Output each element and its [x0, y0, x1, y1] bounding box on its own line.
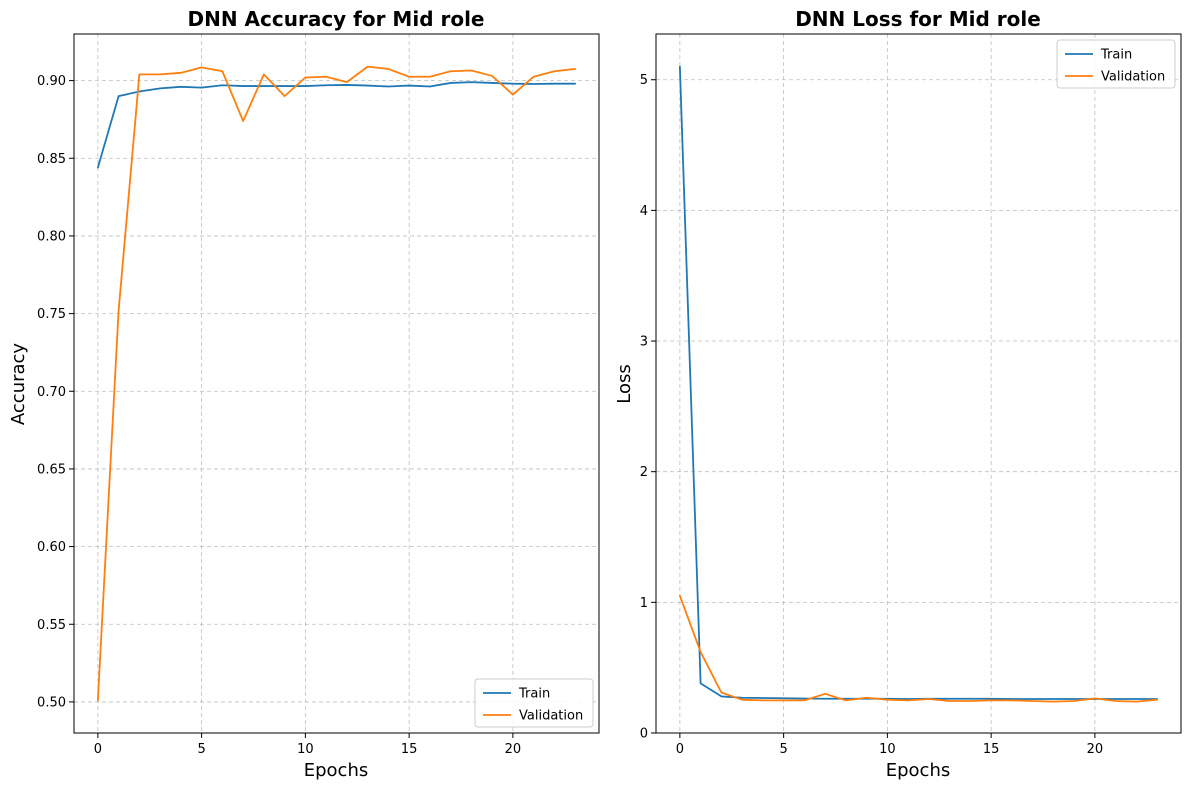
- accuracy-series-validation: [96, 65, 577, 702]
- loss-chart-title: DNN Loss for Mid role: [795, 7, 1041, 31]
- loss-plot-frame: [655, 33, 1182, 734]
- loss-series-train: [678, 65, 1159, 700]
- accuracy-x-tick-label: 15: [401, 742, 418, 757]
- accuracy-chart-title: DNN Accuracy for Mid role: [187, 7, 484, 31]
- accuracy-legend-label-train: Train: [518, 687, 550, 702]
- loss-legend-label-train: Train: [1100, 48, 1132, 63]
- loss-x-tick-label: 15: [983, 742, 1000, 757]
- accuracy-plot-frame: [73, 33, 600, 734]
- loss-x-tick-label: 20: [1087, 742, 1104, 757]
- loss-series-validation: [678, 594, 1159, 703]
- accuracy-legend: Train Validation: [474, 678, 594, 728]
- loss-x-axis-label: Epochs: [886, 760, 951, 781]
- accuracy-y-tick-label: 0.50: [37, 695, 66, 710]
- loss-y-tick-label: 5: [640, 73, 648, 88]
- loss-x-tick-label: 0: [676, 742, 684, 757]
- accuracy-y-tick-label: 0.55: [37, 618, 66, 633]
- accuracy-legend-label-validation: Validation: [519, 709, 583, 724]
- accuracy-y-tick-label: 0.85: [37, 152, 66, 167]
- loss-y-tick-label: 2: [640, 465, 648, 480]
- accuracy-series-train: [96, 81, 577, 169]
- loss-chart: DNN Loss for Mid role Epochs Loss 0 5 10 15…: [614, 7, 1182, 781]
- accuracy-x-tick-label: 20: [505, 742, 522, 757]
- loss-x-tick-label: 10: [879, 742, 896, 757]
- accuracy-x-tick-label: 5: [197, 742, 205, 757]
- accuracy-y-tick-label: 0.75: [37, 307, 66, 322]
- loss-y-tick-label: 1: [640, 596, 648, 611]
- accuracy-y-tick-label: 0.80: [37, 229, 66, 244]
- accuracy-x-axis-label: Epochs: [304, 760, 369, 781]
- loss-y-tick-label: 4: [640, 204, 648, 219]
- loss-y-tick-label: 3: [640, 335, 648, 350]
- accuracy-y-tick-label: 0.70: [37, 385, 66, 400]
- loss-y-tick-label: 0: [640, 727, 648, 742]
- accuracy-chart: DNN Accuracy for Mid role Epochs Accurac…: [8, 7, 600, 781]
- loss-x-tick-label: 5: [779, 742, 787, 757]
- accuracy-y-tick-label: 0.90: [37, 74, 66, 89]
- loss-legend: Train Validation: [1056, 39, 1176, 89]
- loss-y-axis-label: Loss: [614, 364, 635, 403]
- loss-legend-label-validation: Validation: [1101, 70, 1165, 85]
- accuracy-y-tick-label: 0.65: [37, 462, 66, 477]
- accuracy-x-tick-label: 0: [94, 742, 102, 757]
- accuracy-y-axis-label: Accuracy: [8, 343, 29, 426]
- accuracy-x-tick-label: 10: [297, 742, 314, 757]
- accuracy-y-tick-label: 0.60: [37, 540, 66, 555]
